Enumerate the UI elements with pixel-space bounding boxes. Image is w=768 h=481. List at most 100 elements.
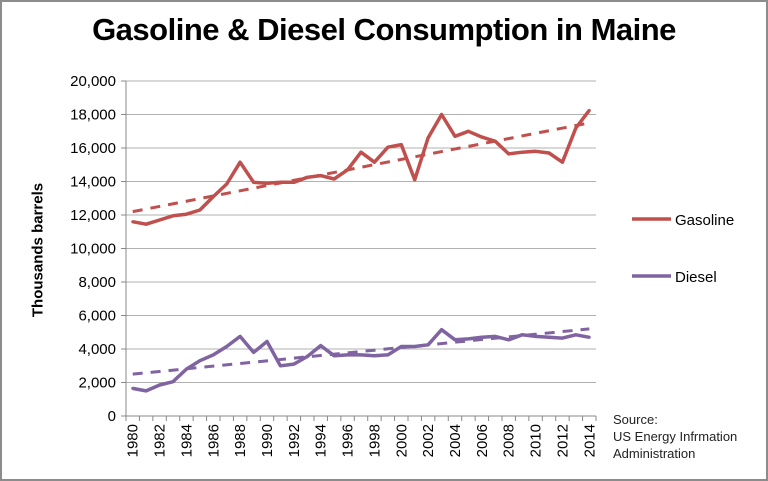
x-tick-label: 2010 xyxy=(528,424,545,457)
gasoline-point xyxy=(319,174,323,178)
diesel-point xyxy=(413,344,417,348)
gasoline-legend-label: Gasoline xyxy=(675,212,734,229)
x-tick-label: 2008 xyxy=(501,424,518,457)
diesel-point xyxy=(426,343,430,347)
y-tick-label: 16,000 xyxy=(70,140,116,157)
diesel-point xyxy=(399,344,403,348)
diesel-point xyxy=(198,359,202,363)
diesel-point xyxy=(372,354,376,358)
gasoline-line xyxy=(132,109,591,226)
gasoline-point xyxy=(574,126,578,130)
gasoline-point xyxy=(238,160,242,164)
x-tick-label: 1994 xyxy=(313,424,330,457)
x-tick-label: 2012 xyxy=(554,424,571,457)
y-tick-label: 4,000 xyxy=(78,341,116,358)
legend: Gasoline Diesel xyxy=(632,212,734,286)
x-tick-labels: 1980 1982 1984 1986 1988 1990 1992 1994 1996 1998… xyxy=(125,424,599,457)
gasoline-point xyxy=(359,150,363,154)
diesel-point xyxy=(332,354,336,358)
source-line-2: US Energy Infrmation xyxy=(613,429,738,444)
gasoline-point xyxy=(587,108,591,112)
diesel-point xyxy=(493,334,497,338)
diesel-point xyxy=(440,328,444,332)
diesel-point xyxy=(507,338,511,342)
gasoline-point xyxy=(158,218,162,222)
diesel-point xyxy=(359,353,363,357)
gasoline-point xyxy=(480,135,484,139)
source-note: Source: US Energy Infrmation Administrat… xyxy=(613,411,737,462)
diesel-point xyxy=(252,350,256,354)
x-tick-label: 1992 xyxy=(286,424,303,457)
gasoline-point xyxy=(440,113,444,116)
x-tick-label: 1990 xyxy=(259,424,276,457)
diesel-point xyxy=(131,386,135,390)
gasoline-point xyxy=(332,177,336,181)
y-tick-labels: 0 2,000 4,000 6,000 8,000 10,000 12,000 14,000 1… xyxy=(70,73,116,425)
gasoline-point xyxy=(493,139,497,143)
gasoline-point xyxy=(171,214,175,218)
gasoline-point xyxy=(399,143,403,147)
diesel-point xyxy=(346,353,350,357)
diesel-point xyxy=(466,337,470,341)
y-tick-label: 8,000 xyxy=(78,274,116,291)
x-tick-label: 1998 xyxy=(366,424,383,457)
gasoline-point xyxy=(292,180,296,184)
diesel-point xyxy=(453,338,457,342)
x-tick-label: 1986 xyxy=(205,424,222,457)
chart-title: Gasoline & Diesel Consumption in Maine xyxy=(92,12,676,47)
diesel-point xyxy=(292,362,296,366)
y-tick-label: 2,000 xyxy=(78,375,116,392)
gasoline-point xyxy=(413,178,417,182)
gridlines xyxy=(126,80,596,383)
gasoline-point xyxy=(252,180,256,184)
gasoline-point xyxy=(211,195,215,199)
diesel-point xyxy=(225,344,229,348)
diesel-point xyxy=(171,380,175,384)
x-tick-label: 1980 xyxy=(125,424,142,457)
x-tick-label: 2000 xyxy=(393,424,410,457)
y-tick-label: 6,000 xyxy=(78,308,116,325)
x-tick-label: 2014 xyxy=(581,424,598,457)
diesel-point xyxy=(520,333,524,337)
gasoline-point xyxy=(466,129,470,133)
diesel-point xyxy=(319,344,323,348)
diesel-point xyxy=(547,335,551,339)
diesel-point xyxy=(305,355,309,359)
diesel-point xyxy=(574,333,578,337)
axes xyxy=(121,80,597,421)
diesel-point xyxy=(238,334,242,338)
diesel-legend-label: Diesel xyxy=(675,269,717,286)
diesel-point xyxy=(211,353,215,357)
gasoline-point xyxy=(184,212,188,216)
diesel-point xyxy=(265,339,269,343)
x-tick-label: 2002 xyxy=(420,424,437,457)
gasoline-point xyxy=(426,136,430,140)
x-tick-label: 2006 xyxy=(474,424,491,457)
diesel-point xyxy=(158,383,162,387)
gasoline-point xyxy=(346,168,350,172)
y-tick-label: 12,000 xyxy=(70,207,116,224)
gasoline-point xyxy=(198,208,202,212)
gasoline-point xyxy=(507,152,511,156)
x-tick-label: 1996 xyxy=(340,424,357,457)
gasoline-point xyxy=(560,160,564,164)
gasoline-point xyxy=(278,180,282,184)
y-tick-label: 18,000 xyxy=(70,107,116,124)
gasoline-point xyxy=(265,181,269,185)
diesel-point xyxy=(560,336,564,340)
series-lines xyxy=(131,108,591,393)
y-tick-label: 10,000 xyxy=(70,241,116,258)
gasoline-point xyxy=(453,134,457,138)
gasoline-point xyxy=(131,220,135,224)
x-tick-label: 1984 xyxy=(178,424,195,457)
x-tick-label: 1982 xyxy=(152,424,169,457)
y-tick-label: 14,000 xyxy=(70,174,116,191)
x-tick-label: 2004 xyxy=(447,424,464,457)
y-tick-label: 20,000 xyxy=(70,73,116,90)
y-tick-label: 0 xyxy=(108,408,116,425)
diesel-point xyxy=(534,334,538,338)
gasoline-trendline xyxy=(132,121,590,214)
gasoline-point xyxy=(520,150,524,154)
